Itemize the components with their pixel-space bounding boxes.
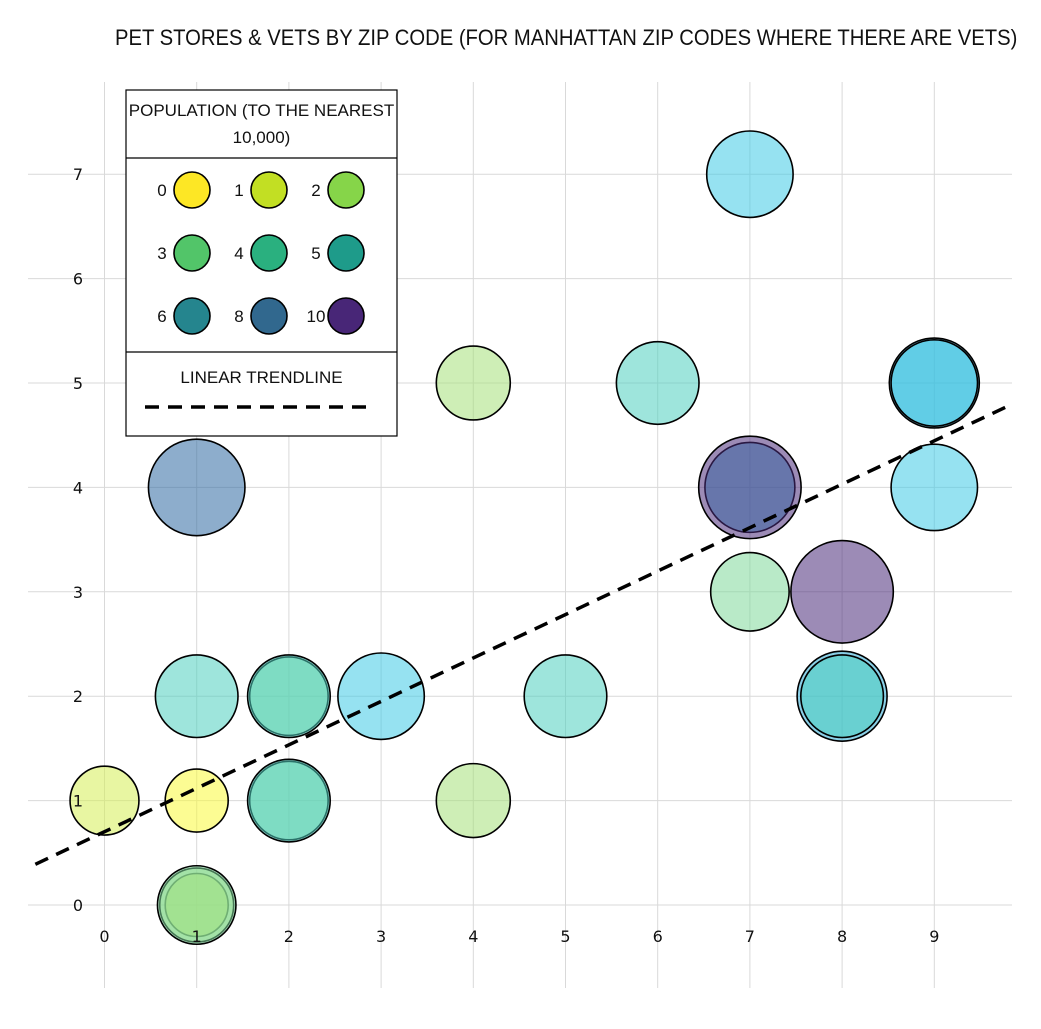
data-bubble bbox=[154, 654, 239, 739]
legend-swatch bbox=[173, 234, 211, 272]
y-tick-label: 5 bbox=[73, 374, 83, 393]
x-tick-label: 7 bbox=[745, 927, 755, 946]
legend-entry-label: 4 bbox=[234, 244, 243, 263]
bubble-layer bbox=[69, 130, 981, 946]
legend-trendline-label: LINEAR TRENDLINE bbox=[180, 368, 342, 387]
data-bubble bbox=[697, 435, 802, 540]
legend-entry-label: 1 bbox=[234, 181, 243, 200]
data-bubble bbox=[615, 340, 700, 426]
data-bubble bbox=[156, 864, 237, 946]
legend-entry-label: 10 bbox=[307, 307, 326, 326]
legend-entry-label: 8 bbox=[234, 307, 243, 326]
y-tick-label: 4 bbox=[73, 478, 83, 497]
legend-swatch bbox=[327, 234, 365, 272]
legend-title: POPULATION (TO THE NEAREST bbox=[129, 101, 394, 120]
legend-entry-label: 2 bbox=[311, 181, 320, 200]
data-bubble bbox=[790, 539, 895, 644]
data-bubble bbox=[435, 345, 512, 421]
chart-title: PET STORES & VETS BY ZIP CODE (FOR MANHA… bbox=[115, 25, 1018, 50]
data-bubble bbox=[337, 652, 426, 741]
legend-swatch bbox=[327, 171, 365, 209]
y-tick-label: 3 bbox=[73, 583, 83, 602]
data-bubble bbox=[705, 130, 794, 219]
y-tick-label: 7 bbox=[73, 165, 83, 184]
y-tick-label: 0 bbox=[73, 896, 83, 915]
legend-entry-label: 0 bbox=[157, 181, 166, 200]
legend: POPULATION (TO THE NEAREST 10,000) 0 1 2 3 4 5 6… bbox=[125, 89, 398, 437]
x-tick-label: 9 bbox=[929, 927, 939, 946]
legend-swatch bbox=[250, 234, 288, 272]
x-tick-label: 3 bbox=[376, 927, 386, 946]
data-bubble bbox=[246, 758, 331, 843]
tick-label-layer: 0 1 2 3 4 5 6 7 8 9 0 1 2 3 4 5 6 7 bbox=[73, 165, 939, 946]
y-tick-label: 6 bbox=[73, 270, 83, 289]
x-tick-label: 0 bbox=[99, 927, 109, 946]
data-bubble bbox=[523, 654, 608, 739]
legend-entry-label: 6 bbox=[157, 307, 166, 326]
y-tick-label: 2 bbox=[73, 687, 83, 706]
data-bubble bbox=[890, 443, 979, 532]
data-bubble bbox=[709, 551, 790, 632]
x-tick-label: 6 bbox=[653, 927, 663, 946]
data-bubble bbox=[246, 654, 331, 739]
legend-swatch bbox=[327, 297, 365, 335]
y-tick-label: 1 bbox=[73, 792, 83, 811]
data-bubble bbox=[164, 768, 229, 833]
x-tick-label: 4 bbox=[468, 927, 478, 946]
data-bubble bbox=[147, 438, 246, 537]
legend-entry-label: 5 bbox=[311, 244, 320, 263]
legend-swatch bbox=[250, 171, 288, 209]
data-bubble bbox=[890, 338, 979, 428]
data-bubble bbox=[69, 765, 140, 836]
legend-entry-label: 3 bbox=[157, 244, 166, 263]
legend-title: 10,000) bbox=[233, 128, 291, 147]
x-tick-label: 5 bbox=[560, 927, 570, 946]
x-tick-label: 2 bbox=[284, 927, 294, 946]
trendline-layer bbox=[34, 402, 1014, 866]
data-bubble bbox=[435, 762, 512, 839]
data-bubble bbox=[800, 654, 885, 739]
x-tick-label: 8 bbox=[837, 927, 847, 946]
legend-swatch bbox=[173, 297, 211, 335]
legend-swatch bbox=[250, 297, 288, 335]
legend-swatch bbox=[173, 171, 211, 209]
trendline bbox=[34, 402, 1014, 866]
x-tick-label: 1 bbox=[192, 927, 202, 946]
